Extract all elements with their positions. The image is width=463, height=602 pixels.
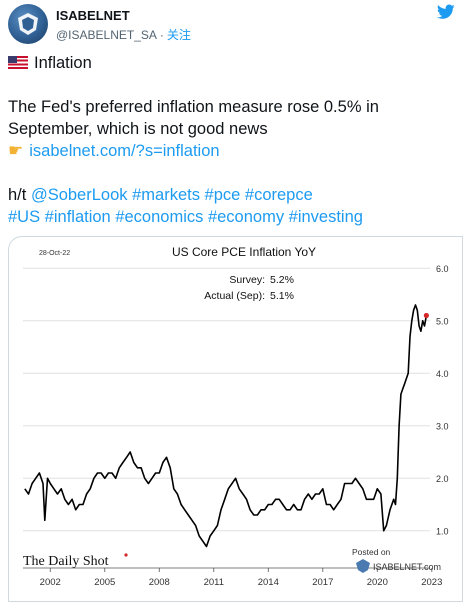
series-line — [24, 304, 428, 548]
x-axis: 2002 2005 2008 2011 2014 2017 2020 2023 — [40, 568, 442, 588]
chart-grid — [23, 267, 430, 532]
y-tick-label: 3.0 — [436, 421, 449, 431]
logo-icon — [18, 13, 38, 35]
y-tick-label: 1.0 — [436, 526, 449, 536]
tweet-link-row: ☛ isabelnet.com/?s=inflation — [8, 140, 455, 162]
x-tick-label: 2002 — [40, 577, 61, 588]
x-tick-label: 2008 — [149, 577, 170, 588]
y-tick-label: 4.0 — [436, 369, 449, 379]
posted-site-label: ISABELNET.com — [373, 562, 441, 572]
tweet-line-1: Inflation — [8, 52, 455, 74]
tweet-line-1-text: Inflation — [34, 54, 92, 72]
mention-link[interactable]: @SoberLook — [30, 186, 128, 204]
tweet-line-3: September, which is not good news — [8, 120, 268, 138]
twitter-bird-icon[interactable] — [437, 4, 455, 20]
branding-dot — [124, 553, 128, 557]
chart-title: US Core PCE Inflation YoY — [172, 245, 316, 259]
ht-prefix: h/t — [8, 186, 27, 204]
y-tick-label: 6.0 — [436, 264, 449, 274]
us-flag-icon — [8, 56, 28, 69]
survey-label: Survey: — [229, 274, 265, 286]
y-tick-label: 5.0 — [436, 316, 449, 326]
hashtags-line-1[interactable]: #markets #pce #corepce — [132, 186, 313, 204]
x-tick-label: 2020 — [367, 577, 388, 588]
isabelnet-watermark-icon — [356, 559, 370, 573]
tweet-header: ISABELNET @ISABELNET_SA · 关注 — [8, 4, 455, 44]
account-name[interactable]: ISABELNET — [56, 8, 130, 23]
tweet-line-2: The Fed's preferred inflation measure ro… — [8, 98, 379, 116]
avatar[interactable] — [8, 4, 48, 44]
x-tick-label: 2014 — [258, 577, 279, 588]
separator: · — [159, 28, 164, 42]
tweet-link[interactable]: isabelnet.com/?s=inflation — [29, 142, 220, 160]
hashtags-line-2[interactable]: #US #inflation #economics #economy #inve… — [8, 208, 363, 226]
daily-shot-branding: The Daily Shot — [23, 554, 109, 569]
handle-row: @ISABELNET_SA · 关注 — [56, 26, 191, 43]
tweet-ht-line: h/t @SoberLook #markets #pce #corepce — [8, 184, 455, 206]
account-handle[interactable]: @ISABELNET_SA — [56, 28, 157, 42]
actual-label: Actual (Sep): — [204, 290, 265, 302]
y-axis: 1.0 2.0 3.0 4.0 5.0 6.0 — [436, 264, 449, 537]
x-tick-label: 2005 — [94, 577, 115, 588]
survey-value: 5.2% — [270, 274, 294, 286]
tweet-text: Inflation The Fed's preferred inflation … — [8, 52, 455, 228]
posted-on-label: Posted on — [352, 547, 391, 557]
latest-value-marker — [423, 312, 429, 319]
pointing-hand-icon: ☛ — [8, 141, 24, 160]
x-tick-label: 2017 — [312, 577, 333, 588]
actual-value: 5.1% — [270, 290, 294, 302]
chart-svg: 28-Oct-22 US Core PCE Inflation YoY Surv… — [23, 245, 449, 588]
chart-date: 28-Oct-22 — [39, 250, 70, 257]
tweet-media-chart[interactable]: 28-Oct-22 US Core PCE Inflation YoY Surv… — [8, 236, 463, 602]
x-tick-label: 2011 — [204, 577, 224, 588]
follow-button[interactable]: 关注 — [166, 28, 191, 42]
x-tick-label: 2023 — [421, 577, 442, 588]
y-tick-label: 2.0 — [436, 474, 449, 484]
